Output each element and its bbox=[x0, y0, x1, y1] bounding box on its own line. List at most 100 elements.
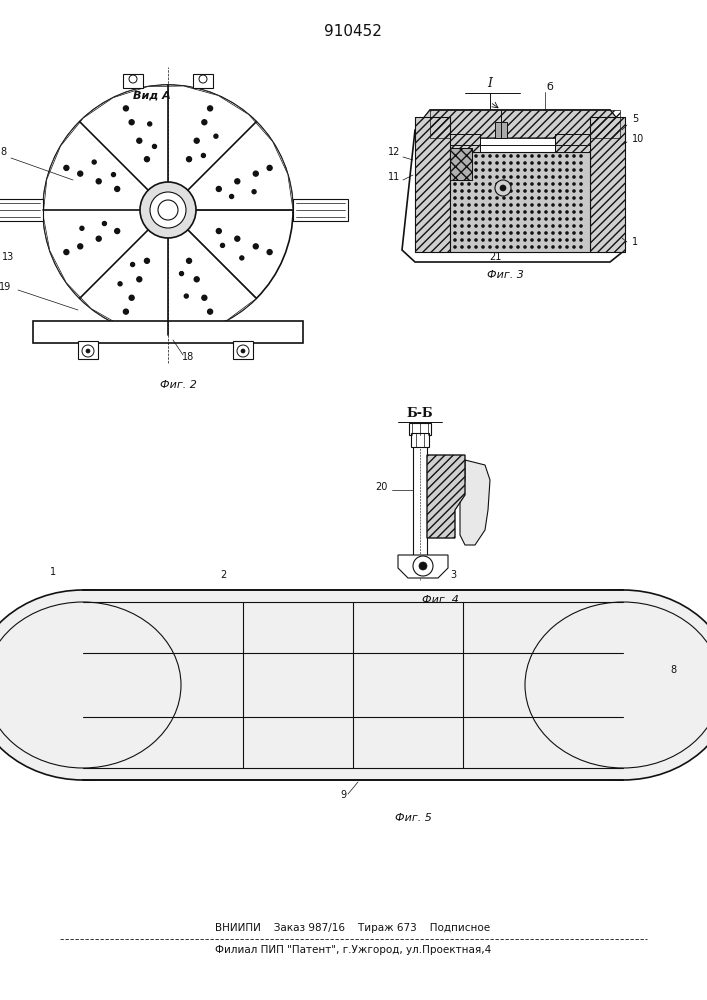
Circle shape bbox=[460, 168, 464, 172]
Circle shape bbox=[530, 231, 534, 235]
Polygon shape bbox=[420, 110, 620, 138]
Circle shape bbox=[194, 138, 199, 143]
Circle shape bbox=[544, 189, 548, 193]
Circle shape bbox=[565, 217, 569, 221]
Circle shape bbox=[489, 196, 492, 200]
Circle shape bbox=[214, 134, 218, 138]
Circle shape bbox=[523, 203, 527, 207]
Circle shape bbox=[489, 210, 492, 214]
Circle shape bbox=[502, 168, 506, 172]
Circle shape bbox=[572, 168, 575, 172]
Circle shape bbox=[235, 236, 240, 241]
Circle shape bbox=[502, 189, 506, 193]
Bar bbox=[590, 117, 625, 252]
Circle shape bbox=[460, 175, 464, 179]
Circle shape bbox=[544, 154, 548, 158]
Circle shape bbox=[509, 154, 513, 158]
Circle shape bbox=[551, 245, 555, 249]
Circle shape bbox=[92, 160, 96, 164]
Polygon shape bbox=[168, 85, 257, 210]
Text: 5: 5 bbox=[632, 114, 638, 124]
Circle shape bbox=[481, 238, 485, 242]
Circle shape bbox=[572, 217, 575, 221]
Circle shape bbox=[460, 238, 464, 242]
Circle shape bbox=[96, 179, 101, 184]
Circle shape bbox=[579, 175, 583, 179]
Polygon shape bbox=[80, 210, 168, 335]
Circle shape bbox=[572, 196, 575, 200]
Circle shape bbox=[453, 245, 457, 249]
Circle shape bbox=[112, 173, 115, 177]
Circle shape bbox=[572, 224, 575, 228]
Circle shape bbox=[140, 182, 196, 238]
Circle shape bbox=[565, 210, 569, 214]
Circle shape bbox=[216, 186, 221, 191]
Circle shape bbox=[481, 161, 485, 165]
Circle shape bbox=[565, 161, 569, 165]
Circle shape bbox=[516, 161, 520, 165]
Circle shape bbox=[523, 245, 527, 249]
Circle shape bbox=[544, 203, 548, 207]
Circle shape bbox=[509, 238, 513, 242]
Text: Фиг. 5: Фиг. 5 bbox=[395, 813, 431, 823]
Circle shape bbox=[460, 203, 464, 207]
Polygon shape bbox=[43, 210, 168, 298]
Circle shape bbox=[235, 179, 240, 184]
Circle shape bbox=[530, 238, 534, 242]
Circle shape bbox=[208, 309, 213, 314]
Bar bbox=[293, 199, 348, 221]
Bar bbox=[33, 321, 303, 343]
Text: б: б bbox=[547, 82, 554, 92]
Circle shape bbox=[481, 203, 485, 207]
Circle shape bbox=[502, 154, 506, 158]
Text: I: I bbox=[488, 77, 493, 90]
Ellipse shape bbox=[43, 85, 293, 335]
Circle shape bbox=[460, 217, 464, 221]
Circle shape bbox=[199, 75, 207, 83]
Text: Фиг. 4: Фиг. 4 bbox=[421, 595, 458, 605]
Circle shape bbox=[559, 217, 562, 221]
Text: Фиг. 2: Фиг. 2 bbox=[160, 380, 197, 390]
Circle shape bbox=[500, 185, 506, 191]
Circle shape bbox=[516, 168, 520, 172]
Circle shape bbox=[495, 161, 499, 165]
Circle shape bbox=[453, 175, 457, 179]
Circle shape bbox=[467, 182, 471, 186]
Circle shape bbox=[544, 168, 548, 172]
Circle shape bbox=[502, 203, 506, 207]
Circle shape bbox=[96, 236, 101, 241]
Bar bbox=[450, 148, 472, 180]
Circle shape bbox=[530, 182, 534, 186]
Text: 13: 13 bbox=[2, 252, 14, 262]
Circle shape bbox=[544, 224, 548, 228]
Circle shape bbox=[474, 175, 478, 179]
Circle shape bbox=[523, 175, 527, 179]
Circle shape bbox=[537, 189, 541, 193]
Circle shape bbox=[559, 203, 562, 207]
Circle shape bbox=[453, 238, 457, 242]
Circle shape bbox=[565, 203, 569, 207]
Circle shape bbox=[537, 154, 541, 158]
Circle shape bbox=[460, 182, 464, 186]
Circle shape bbox=[502, 238, 506, 242]
Circle shape bbox=[523, 168, 527, 172]
Circle shape bbox=[516, 182, 520, 186]
Circle shape bbox=[530, 224, 534, 228]
Circle shape bbox=[489, 231, 492, 235]
Bar bbox=[233, 341, 253, 359]
Circle shape bbox=[489, 245, 492, 249]
Circle shape bbox=[253, 244, 258, 249]
Circle shape bbox=[267, 250, 272, 255]
Circle shape bbox=[481, 168, 485, 172]
Circle shape bbox=[495, 210, 499, 214]
Circle shape bbox=[523, 224, 527, 228]
Circle shape bbox=[530, 217, 534, 221]
Circle shape bbox=[148, 122, 152, 126]
Circle shape bbox=[523, 154, 527, 158]
Circle shape bbox=[544, 231, 548, 235]
Circle shape bbox=[565, 175, 569, 179]
Circle shape bbox=[551, 168, 555, 172]
Circle shape bbox=[523, 182, 527, 186]
Circle shape bbox=[221, 243, 225, 247]
Circle shape bbox=[201, 153, 206, 157]
